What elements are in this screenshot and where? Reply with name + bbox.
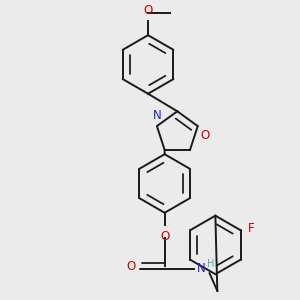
Text: N: N xyxy=(153,109,162,122)
Text: O: O xyxy=(126,260,135,273)
Text: N: N xyxy=(197,262,206,275)
Text: O: O xyxy=(160,230,169,243)
Text: F: F xyxy=(248,222,254,235)
Text: H: H xyxy=(207,260,214,269)
Text: O: O xyxy=(200,129,209,142)
Text: O: O xyxy=(143,4,153,17)
